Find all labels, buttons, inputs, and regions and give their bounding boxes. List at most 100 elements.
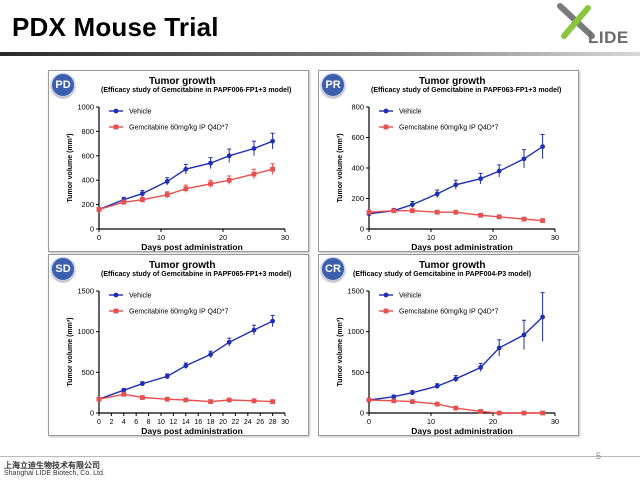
data-point-vehicle bbox=[434, 191, 440, 197]
data-point-vehicle bbox=[226, 153, 232, 159]
x-tick-label: 10 bbox=[427, 417, 435, 426]
y-tick-label: 0 bbox=[90, 225, 94, 234]
data-point-gemcitabine bbox=[366, 209, 372, 215]
y-tick-label: 400 bbox=[351, 164, 364, 173]
chart-subtitle: (Efficacy study of Gemcitabine in PAPF06… bbox=[101, 271, 292, 278]
x-tick-label: 12 bbox=[170, 419, 178, 426]
x-tick-label: 30 bbox=[551, 233, 559, 242]
legend-label: Gemcitabine 60mg/kg IP Q4D*7 bbox=[129, 125, 229, 132]
data-point-gemcitabine bbox=[140, 197, 145, 203]
x-tick-label: 22 bbox=[232, 419, 240, 426]
x-axis-label: Days post administration bbox=[411, 242, 513, 251]
x-tick-label: 0 bbox=[367, 417, 371, 426]
data-point-gemcitabine bbox=[183, 186, 189, 192]
data-point-gemcitabine bbox=[478, 408, 483, 414]
y-tick-label: 0 bbox=[90, 409, 94, 418]
x-tick-label: 30 bbox=[551, 417, 559, 426]
chart-panel-pd: 0 200 400 600 800 1000 0 10 20 30 Days post admini… bbox=[48, 70, 309, 252]
chart-title: Tumor growth bbox=[419, 260, 486, 271]
y-tick-label: 800 bbox=[351, 103, 364, 112]
x-tick-label: 20 bbox=[219, 419, 227, 426]
y-axis-label: Tumor volume (mm³) bbox=[67, 317, 74, 386]
y-tick-label: 600 bbox=[81, 151, 94, 160]
data-point-gemcitabine bbox=[121, 199, 127, 205]
y-tick-label: 400 bbox=[81, 176, 94, 185]
legend-marker bbox=[113, 292, 119, 298]
tumor-growth-chart-pr: 0 200 400 600 800 0 10 20 30 Days post administra… bbox=[337, 103, 559, 252]
legend-label: Vehicle bbox=[129, 109, 152, 116]
x-tick-label: 2 bbox=[109, 419, 113, 426]
x-tick-label: 0 bbox=[97, 419, 101, 426]
x-tick-label: 26 bbox=[256, 419, 264, 426]
logo-text: LIDE bbox=[588, 28, 629, 47]
lide-logo-icon bbox=[557, 3, 595, 39]
y-axis-label: Tumor volume (mm³) bbox=[67, 133, 74, 202]
x-tick-label: 20 bbox=[489, 233, 497, 242]
footer-divider bbox=[0, 456, 640, 457]
legend-marker bbox=[383, 124, 389, 130]
data-point-vehicle bbox=[270, 138, 275, 144]
y-tick-label: 800 bbox=[81, 127, 94, 136]
x-tick-label: 28 bbox=[269, 419, 277, 426]
series-line-vehicle bbox=[368, 316, 544, 401]
data-point-gemcitabine bbox=[208, 399, 213, 405]
legend-marker bbox=[383, 292, 389, 298]
tumor-growth-chart-pd: 0 200 400 600 800 1000 0 10 20 30 Days post admini… bbox=[67, 103, 289, 252]
company-name-english: Shanghai LIDE Biotech, Co. Ltd. bbox=[4, 470, 105, 477]
x-tick-label: 0 bbox=[97, 233, 101, 242]
y-tick-label: 0 bbox=[360, 409, 364, 418]
company-logo: LIDE bbox=[548, 2, 636, 52]
title-divider bbox=[0, 52, 640, 56]
x-tick-label: 30 bbox=[281, 233, 289, 242]
legend-marker bbox=[113, 124, 119, 130]
data-point-gemcitabine bbox=[140, 395, 145, 400]
x-tick-label: 14 bbox=[182, 419, 190, 426]
x-tick-label: 10 bbox=[157, 419, 165, 426]
data-point-vehicle bbox=[226, 339, 232, 345]
y-tick-label: 0 bbox=[360, 225, 364, 234]
x-tick-label: 24 bbox=[244, 419, 252, 426]
response-badge: CR bbox=[321, 257, 345, 281]
data-point-vehicle bbox=[208, 352, 214, 357]
legend-label: Vehicle bbox=[129, 293, 152, 300]
data-point-gemcitabine bbox=[540, 410, 545, 416]
data-point-vehicle bbox=[208, 160, 214, 166]
chart-subtitle: (Efficacy study of Gemcitabine in PAPF06… bbox=[371, 87, 562, 94]
data-point-vehicle bbox=[270, 318, 275, 324]
y-tick-label: 1500 bbox=[77, 287, 94, 296]
y-tick-label: 600 bbox=[351, 133, 364, 142]
data-point-gemcitabine bbox=[521, 216, 527, 222]
slide-title: PDX Mouse Trial bbox=[12, 12, 219, 42]
x-axis-label: Days post administration bbox=[141, 242, 243, 251]
data-point-gemcitabine bbox=[226, 177, 232, 183]
chart-title: Tumor growth bbox=[149, 76, 216, 87]
data-point-vehicle bbox=[121, 387, 127, 393]
data-point-gemcitabine bbox=[496, 214, 502, 220]
data-point-gemcitabine bbox=[453, 405, 459, 411]
data-point-gemcitabine bbox=[540, 218, 545, 224]
x-tick-label: 16 bbox=[194, 419, 202, 426]
data-point-gemcitabine bbox=[183, 397, 189, 403]
data-point-vehicle bbox=[521, 156, 527, 162]
data-point-vehicle bbox=[434, 383, 440, 389]
data-point-vehicle bbox=[410, 390, 415, 396]
chart-title: Tumor growth bbox=[149, 260, 216, 271]
x-tick-label: 4 bbox=[122, 419, 126, 426]
chart-panel-cr: 0 500 1000 1500 0 10 20 30 Days post administrat… bbox=[318, 254, 579, 436]
tumor-growth-chart-cr: 0 500 1000 1500 0 10 20 30 Days post administrat… bbox=[337, 287, 559, 436]
data-point-vehicle bbox=[183, 166, 189, 172]
data-point-vehicle bbox=[391, 394, 397, 400]
data-point-vehicle bbox=[140, 381, 145, 387]
data-point-gemcitabine bbox=[96, 207, 102, 212]
x-axis-label: Days post administration bbox=[141, 426, 243, 435]
chart-panel-sd: 0 500 1000 1500 0 2 4 6 8 10 12 14 16 18 20 22 24 26 28 30 D… bbox=[48, 254, 309, 436]
data-point-gemcitabine bbox=[410, 208, 415, 214]
data-point-vehicle bbox=[453, 182, 459, 188]
legend-marker bbox=[383, 308, 389, 314]
y-tick-label: 1000 bbox=[77, 327, 94, 336]
chart-subtitle: (Efficacy study of Gemcitabine in PAPF00… bbox=[353, 271, 532, 278]
legend-label: Gemcitabine 60mg/kg IP Q4D*7 bbox=[399, 125, 499, 132]
data-point-gemcitabine bbox=[251, 398, 257, 404]
data-point-gemcitabine bbox=[96, 396, 102, 402]
x-tick-label: 0 bbox=[367, 233, 371, 242]
